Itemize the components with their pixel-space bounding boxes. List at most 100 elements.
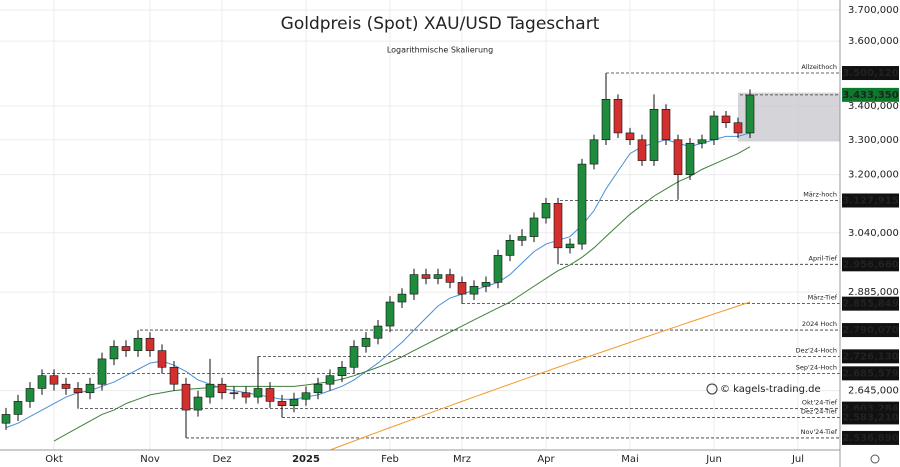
level-label: 2.956,660 [842, 259, 898, 270]
level-label: 3.127,915 [842, 195, 898, 206]
candle-body [553, 203, 563, 249]
candle-body [217, 383, 227, 394]
level-label: 2.536,890 [842, 433, 898, 444]
candle-body [97, 358, 107, 385]
settings-icon[interactable] [870, 454, 880, 464]
level-name: Nov'24-Tief [801, 428, 838, 436]
candle-body [469, 285, 479, 295]
candle-body [13, 401, 23, 415]
candle-body [433, 274, 443, 279]
y-tick-label: 2.645,000 [848, 386, 899, 397]
candle-body [229, 392, 239, 395]
candle-body [445, 274, 455, 283]
y-tick-label: 2.885,000 [848, 287, 899, 298]
candle-body [565, 243, 575, 249]
candle-body [145, 337, 155, 351]
x-tick-label: Dez [212, 454, 231, 465]
x-tick-label: Feb [381, 454, 399, 465]
plot [1, 72, 840, 451]
y-tick-label: 3.040,000 [848, 228, 899, 239]
candle-body [289, 398, 299, 407]
level-label: 2.855,849 [842, 299, 898, 310]
candle-body [85, 383, 95, 394]
candle-body [505, 239, 515, 256]
candle-body [61, 383, 71, 389]
chart-title: Goldpreis (Spot) XAU/USD Tageschart [281, 14, 600, 34]
candle-body [721, 115, 731, 124]
moving-average [53, 146, 751, 442]
candle-body [745, 94, 755, 134]
level-box [842, 366, 899, 381]
candle-body [421, 274, 431, 279]
level-name: Okt'24-Tief [802, 399, 838, 407]
grid [0, 0, 840, 450]
candle-body [661, 108, 671, 141]
y-tick-label: 3.200,000 [848, 170, 899, 181]
watermark: © kagels-trading.de [720, 384, 821, 395]
candle-body [697, 139, 707, 144]
candle-body [73, 388, 83, 394]
level-name: Dez'24-Hoch [796, 346, 837, 354]
level-label: 3.500,120 [842, 68, 898, 79]
y-tick-label: 3.400,000 [848, 101, 899, 112]
candle-body [601, 98, 611, 141]
level-name: Sep'24-Hoch [796, 363, 837, 371]
x-tick-label: Mai [621, 454, 639, 465]
level-name: 2024 Hoch [802, 320, 837, 328]
x-tick-label: Nov [140, 454, 160, 465]
candle-body [373, 325, 383, 339]
level-label: 3.433,350 [842, 90, 898, 101]
candle-body [361, 337, 371, 347]
level-label: 2.685,579 [842, 368, 898, 379]
moving-average [5, 132, 751, 429]
candle-body [613, 98, 623, 134]
candle-body [241, 392, 251, 398]
candle-body [325, 375, 335, 385]
candle-body [169, 366, 179, 385]
x-tick-label: Apr [537, 454, 555, 465]
candle-body [685, 142, 695, 175]
candle-body [385, 301, 395, 327]
x-tick-label: Mrz [453, 454, 471, 465]
highlight-zone [738, 92, 840, 142]
candle-body [637, 139, 647, 161]
level-box [842, 193, 899, 208]
candle-body [337, 366, 347, 377]
candle-body [673, 139, 683, 175]
y-tick-label: 3.600,000 [848, 36, 899, 47]
candle-body [733, 122, 743, 134]
candle-body [313, 383, 323, 394]
level-box [842, 323, 899, 338]
level-box [842, 349, 899, 364]
candle-body [397, 293, 407, 303]
candle-body [193, 396, 203, 411]
candle-body [25, 388, 35, 402]
candle-body [253, 388, 263, 398]
x-tick-label: 2025 [292, 454, 320, 465]
candle-body [133, 337, 143, 351]
x-tick-label: Jul [791, 454, 804, 465]
level-box [842, 410, 899, 425]
candle-body [625, 132, 635, 141]
candle-body [37, 375, 47, 389]
candle-body [301, 392, 311, 400]
candle-body [493, 255, 503, 283]
candle-body [649, 108, 659, 161]
candle-body [541, 203, 551, 219]
level-box [842, 66, 899, 81]
candle-body [121, 346, 131, 351]
candle-body [589, 139, 599, 165]
candle-body [109, 346, 119, 360]
level-label: 2.583,210 [842, 412, 898, 423]
candle-body [205, 383, 215, 398]
moving-average [329, 301, 751, 451]
x-tick-label: Jun [705, 454, 722, 465]
candle-body [157, 350, 167, 368]
level-box [842, 257, 899, 272]
chart-subtitle: Logarithmische Skalierung [387, 46, 493, 55]
candle-body [49, 375, 59, 385]
x-tick-label: Okt [45, 454, 63, 465]
level-name: März-Tief [808, 294, 838, 302]
level-name: April-Tief [809, 254, 838, 262]
